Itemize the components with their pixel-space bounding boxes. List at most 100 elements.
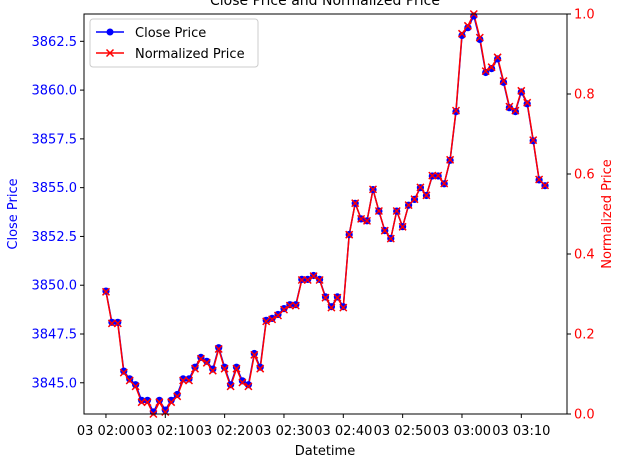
close-price-point <box>523 100 531 108</box>
normalized-price-point <box>262 317 271 326</box>
left-tick-label: 3855.0 <box>32 181 78 196</box>
left-tick-label: 3847.5 <box>32 328 78 343</box>
x-tick-label: 03 02:50 <box>374 424 432 439</box>
normalized-price-point <box>202 358 211 367</box>
normalized-price-point <box>434 171 443 180</box>
normalized-price-point <box>493 53 502 62</box>
normalized-price-point <box>499 76 508 86</box>
close-price-point <box>155 396 163 404</box>
left-tick-label: 3860.0 <box>32 84 78 99</box>
normalized-price-point <box>238 378 247 387</box>
normalized-price-point <box>315 275 324 285</box>
normalized-price-point <box>517 86 526 95</box>
close-price-point <box>173 390 181 399</box>
normalized-price-point <box>214 344 223 354</box>
normalized-price-point <box>155 398 164 407</box>
normalized-price-point <box>131 382 140 391</box>
normalized-price-point <box>333 293 342 302</box>
normalized-price-point <box>268 315 277 324</box>
normalized-price-point <box>392 206 401 216</box>
normalized-price-point <box>196 354 205 363</box>
normalized-price-point <box>113 319 122 328</box>
normalized-price-point <box>208 366 217 375</box>
close-price-point <box>143 396 152 404</box>
normalized-price-point <box>374 206 383 216</box>
normalized-price-point <box>463 21 472 30</box>
normalized-price-point <box>523 98 532 107</box>
close-price-point <box>203 357 211 365</box>
normalized-price-point <box>457 29 467 38</box>
normalized-price-point <box>179 376 188 385</box>
close-price-point <box>209 365 217 373</box>
normalized-price-point <box>339 303 348 312</box>
normalized-price-point <box>173 392 182 401</box>
close-price-point <box>244 381 252 389</box>
close-price-point <box>499 78 508 86</box>
right-tick-label: 0.0 <box>574 408 595 423</box>
normalized-price-point <box>327 303 336 312</box>
normalized-price-point <box>107 319 116 328</box>
x-tick-label: 03 02:10 <box>136 424 194 439</box>
normalized-price-point <box>422 191 431 200</box>
normalized-price-point <box>256 364 265 373</box>
normalized-price-point <box>190 364 200 373</box>
x-tick-label: 03 02:30 <box>255 424 313 439</box>
normalized-price-point <box>380 226 389 235</box>
left-tick-label: 3845.0 <box>32 376 78 391</box>
close-price-point <box>262 316 270 324</box>
plot-frame <box>83 13 568 415</box>
normalized-price-point <box>101 287 111 296</box>
normalized-price-point <box>285 301 294 310</box>
close-price-point <box>138 396 146 404</box>
normalized-price-point <box>540 181 550 190</box>
normalized-price-point <box>232 364 241 373</box>
close-price-point <box>238 377 246 385</box>
normalized-price-line <box>105 13 546 415</box>
left-tick-label: 3850.0 <box>32 279 78 294</box>
normalized-price-point <box>410 195 419 204</box>
x-tick-label: 03 02:00 <box>77 424 135 439</box>
normalized-price-point <box>529 136 538 145</box>
close-price-point <box>458 31 466 40</box>
left-tick-label: 3862.5 <box>32 35 78 50</box>
legend: Close Price Normalized Price <box>89 18 259 68</box>
close-price-point <box>476 35 484 44</box>
series-lines <box>105 13 546 415</box>
normalized-price-point <box>279 305 289 314</box>
normalized-price-point <box>386 234 395 243</box>
close-price-point <box>185 375 193 383</box>
legend-normalized-marker <box>105 48 115 58</box>
x-tick-label: 03 02:20 <box>196 424 254 439</box>
close-price-point <box>250 349 258 358</box>
normalized-price-point <box>303 275 312 285</box>
legend-box <box>89 18 259 68</box>
normalized-price-point <box>357 214 366 223</box>
close-price-point <box>232 363 241 371</box>
normalized-price-point <box>250 350 259 359</box>
normalized-price-point <box>440 179 449 188</box>
normalized-price-point <box>125 376 134 385</box>
close-price-point <box>227 381 235 389</box>
close-price-point <box>126 375 134 383</box>
normalized-price-point <box>398 222 407 231</box>
normalized-price-point <box>351 199 360 208</box>
close-price-point <box>179 375 187 383</box>
normalized-price-point <box>428 171 437 180</box>
left-axis: 3845.0 3847.5 3850.0 3852.5 3855.0 3857.5 3860… <box>32 35 84 391</box>
normalized-price-point <box>244 382 253 391</box>
x-axis-label: Datetime <box>295 444 355 458</box>
normalized-price-point <box>475 33 484 42</box>
left-tick-label: 3852.5 <box>32 230 78 245</box>
x-tick-label: 03 02:40 <box>314 424 372 439</box>
normalized-price-point <box>345 230 354 239</box>
close-price-point <box>108 318 116 326</box>
normalized-price-point <box>184 376 194 385</box>
series-markers <box>101 9 550 419</box>
close-price-point <box>256 363 264 371</box>
right-tick-label: 1.0 <box>574 8 595 23</box>
close-price-point <box>494 55 502 63</box>
right-tick-label: 0.2 <box>574 328 595 343</box>
x-tick-label: 03 03:00 <box>433 424 491 439</box>
